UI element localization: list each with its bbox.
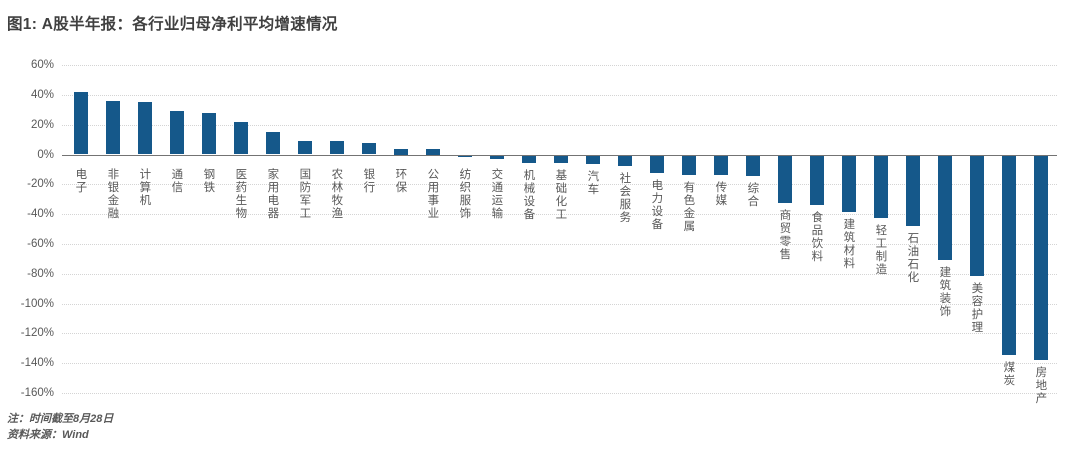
bar (266, 132, 280, 155)
y-tick-label: -80% (27, 267, 54, 280)
y-tick-label: 60% (30, 59, 54, 71)
note-data-source: 资料来源：Wind (7, 429, 89, 441)
category-label: 非银金融 (106, 168, 119, 220)
category-label: 电子 (74, 168, 87, 194)
gridline (62, 94, 1057, 96)
category-label: 机械设备 (522, 169, 535, 221)
bar (810, 155, 824, 205)
figure-notes: 注：时间截至8月28日 资料来源：Wind (7, 411, 113, 443)
y-tick-label: -20% (27, 178, 54, 191)
category-label: 煤炭 (1002, 361, 1015, 388)
category-label: 美容护理 (970, 282, 983, 335)
gridline (62, 393, 1057, 395)
bar (938, 155, 952, 260)
category-label: 建筑装饰 (938, 265, 951, 318)
bar (970, 155, 984, 277)
category-label: 房地产 (1034, 365, 1047, 405)
bar (842, 155, 856, 213)
category-label: 农林牧渔 (330, 168, 343, 220)
gridline (62, 214, 1057, 216)
category-label: 交通运输 (490, 168, 503, 220)
category-label: 有色金属 (682, 180, 695, 233)
bar (554, 155, 568, 163)
category-label: 公用事业 (426, 168, 439, 220)
y-tick-label: -160% (20, 387, 54, 400)
bar (394, 148, 408, 155)
bar (362, 142, 376, 155)
bar (458, 155, 472, 157)
category-label: 钢铁 (202, 168, 215, 194)
figure-title: 图1: A股半年报：各行业归母净利平均增速情况 (7, 16, 338, 33)
y-tick-label: -100% (20, 297, 54, 310)
gridline (62, 124, 1057, 126)
y-tick-label: 20% (30, 118, 54, 131)
gridline (62, 333, 1057, 335)
category-label: 轻工制造 (874, 224, 887, 277)
bar (298, 141, 312, 155)
category-label: 环保 (394, 168, 407, 194)
bar (138, 102, 152, 155)
bar (618, 155, 632, 166)
gridline (62, 244, 1057, 245)
category-label: 传媒 (714, 180, 727, 207)
bar (330, 141, 344, 155)
category-label: 电力设备 (650, 179, 663, 232)
bar (106, 100, 120, 155)
bar (586, 155, 600, 165)
y-tick-label: -40% (27, 208, 54, 221)
category-label: 建筑材料 (842, 218, 855, 271)
bar (490, 155, 504, 159)
bar (202, 112, 216, 155)
y-tick-label: 0% (37, 148, 54, 161)
category-label: 汽车 (586, 170, 599, 197)
category-label: 医药生物 (234, 168, 247, 220)
gridline (62, 303, 1057, 305)
bar (650, 155, 664, 174)
bar (906, 155, 920, 226)
bar (1002, 155, 1016, 356)
category-label: 计算机 (138, 168, 151, 207)
category-label: 石油石化 (906, 231, 919, 284)
y-tick-label: -120% (20, 327, 54, 340)
bar (170, 111, 184, 155)
bar (682, 155, 696, 175)
y-tick-label: -60% (27, 238, 54, 250)
gridline (62, 184, 1057, 186)
category-label: 食品饮料 (810, 210, 823, 263)
bar (1034, 155, 1048, 360)
bar (778, 155, 792, 204)
y-tick-label: 40% (30, 88, 54, 101)
gridline (62, 65, 1057, 66)
category-label: 家用电器 (266, 168, 279, 220)
note-cutoff-date: 注：时间截至8月28日 (7, 413, 114, 425)
category-label: 纺织服饰 (458, 168, 471, 220)
zero-axis-line (62, 154, 1057, 156)
category-label: 社会服务 (618, 171, 631, 224)
bar (426, 148, 440, 155)
bar (522, 155, 536, 163)
category-label: 基础化工 (554, 169, 567, 221)
category-label: 综合 (746, 182, 759, 209)
bar (874, 155, 888, 219)
y-tick-label: -140% (20, 357, 54, 370)
category-label: 银行 (362, 168, 375, 194)
category-label: 商贸零售 (778, 209, 791, 262)
gridline (62, 273, 1057, 275)
gridline (62, 363, 1057, 365)
bar (74, 91, 88, 155)
category-label: 国防军工 (298, 168, 311, 220)
bar (714, 155, 728, 175)
category-label: 通信 (170, 168, 183, 194)
bar (234, 121, 248, 155)
bar (746, 155, 760, 177)
